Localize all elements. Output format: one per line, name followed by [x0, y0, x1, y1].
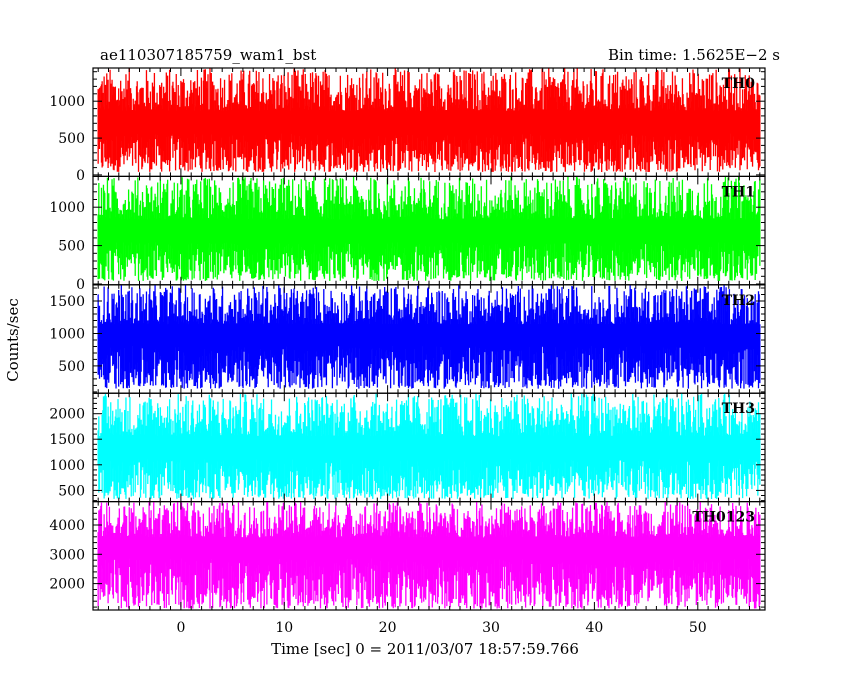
- y-tick-label: 500: [58, 131, 85, 147]
- panel-label: TH1: [722, 184, 755, 200]
- y-tick-label: 1000: [49, 200, 85, 216]
- y-tick-label: 0: [76, 168, 85, 184]
- panel-label: TH2: [722, 293, 755, 309]
- x-tick-label: 40: [585, 620, 603, 636]
- panel-label: TH0123: [692, 510, 755, 526]
- y-axis-label: Counts/sec: [4, 298, 22, 382]
- series-th0123: [97, 501, 761, 609]
- x-tick-label: 50: [689, 620, 707, 636]
- series-th0: [97, 68, 761, 172]
- panel-th0: 0 500 1000 TH0: [49, 67, 766, 184]
- chart-title: ae110307185759_wam1_bst: [100, 46, 316, 64]
- x-tick-label: 10: [275, 620, 293, 636]
- series-th3: [97, 393, 761, 499]
- y-tick-label: 2000: [49, 407, 85, 423]
- y-tick-label: 4000: [49, 518, 85, 534]
- y-tick-label: 1000: [49, 327, 85, 343]
- series-th2: [97, 284, 761, 389]
- y-tick-label: 1000: [49, 94, 85, 110]
- x-tick-label: 0: [176, 620, 185, 636]
- y-tick-label: 2000: [49, 577, 85, 593]
- bin-time-label: Bin time: 1.5625E−2 s: [608, 46, 780, 64]
- y-tick-label: 1500: [49, 432, 85, 448]
- panel-label: TH0: [722, 76, 756, 92]
- panel-th3: 500 1000 1500 2000 TH3: [49, 392, 766, 503]
- y-tick-label: 500: [58, 483, 85, 499]
- panel-th0123: 2000 3000 4000 TH0123: [49, 501, 766, 611]
- x-tick-label: 20: [379, 620, 397, 636]
- x-axis-label: Time [sec] 0 = 2011/03/07 18:57:59.766: [271, 640, 579, 658]
- panel-th2: 500 1000 1500 TH2: [49, 284, 766, 394]
- y-tick-label: 1500: [49, 294, 85, 310]
- y-tick-label: 3000: [49, 547, 85, 563]
- y-tick-label: 0: [76, 277, 85, 293]
- series-th1: [97, 176, 761, 281]
- x-tick-label: 30: [482, 620, 500, 636]
- panel-th1: 0 500 1000 TH1: [49, 175, 766, 293]
- y-tick-label: 500: [58, 359, 85, 375]
- panel-label: TH3: [722, 401, 755, 417]
- y-tick-label: 500: [58, 239, 85, 255]
- y-tick-label: 1000: [49, 458, 85, 474]
